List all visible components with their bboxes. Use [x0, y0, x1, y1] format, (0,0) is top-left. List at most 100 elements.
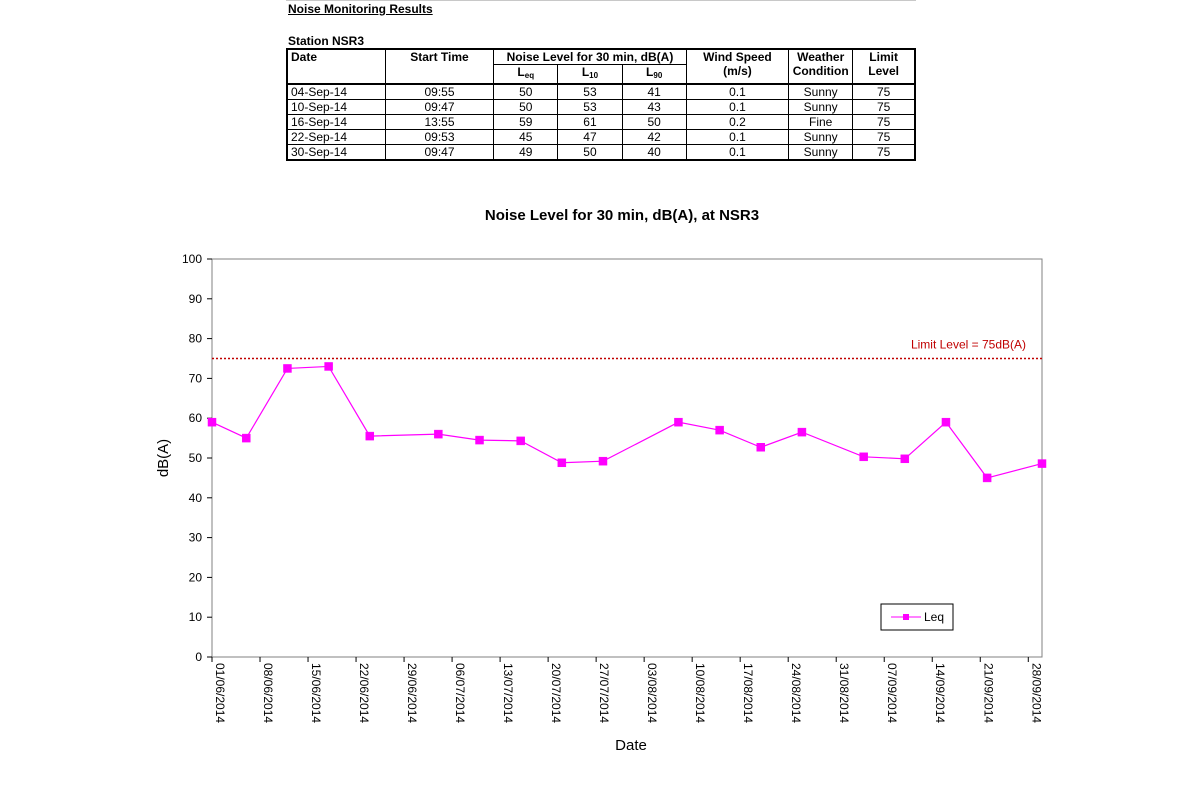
cell-weather: Sunny [788, 129, 854, 145]
results-table: Date Start Time Noise Level for 30 min, … [286, 48, 916, 161]
x-tick-label: 22/06/2014 [357, 663, 371, 723]
legend-marker [903, 614, 909, 620]
y-tick-label: 70 [189, 371, 203, 385]
x-tick-label: 13/07/2014 [501, 663, 515, 723]
header-leq-main: L [517, 65, 525, 79]
cell-leq: 49 [493, 144, 559, 161]
data-point [324, 362, 333, 371]
cell-weather: Sunny [788, 99, 854, 115]
table-row: 04-Sep-14 09:55 50 53 41 0.1 Sunny 75 [286, 83, 916, 100]
legend: Leq [880, 603, 954, 631]
cell-limit: 75 [852, 114, 916, 130]
x-tick-label: 17/08/2014 [741, 663, 755, 723]
header-limit: Limit Level [852, 48, 916, 85]
cell-weather: Sunny [788, 144, 854, 161]
x-tick-label: 27/07/2014 [597, 663, 611, 723]
x-tick-label: 14/09/2014 [933, 663, 947, 723]
data-point [1037, 459, 1047, 468]
plot-area [211, 258, 1043, 658]
y-tick-label: 60 [189, 411, 203, 425]
data-point [941, 417, 951, 427]
header-wind-speed: Wind Speed (m/s) [685, 48, 790, 85]
y-tick-label: 20 [189, 570, 203, 584]
header-wind-speed-label: Wind Speed [703, 50, 772, 64]
x-tick-label: 29/06/2014 [405, 663, 419, 723]
x-tick-label: 07/09/2014 [885, 663, 899, 723]
data-point [242, 433, 251, 443]
data-point [598, 456, 608, 466]
cell-wind: 0.1 [685, 83, 790, 100]
header-l90-main: L [646, 65, 654, 79]
cell-l90: 50 [621, 114, 687, 130]
header-l10-sub: 10 [589, 71, 599, 80]
x-tick-label: 06/07/2014 [453, 663, 467, 723]
legend-label: Leq [924, 610, 944, 624]
cell-limit: 75 [852, 83, 916, 100]
table-row: 22-Sep-14 09:53 45 47 42 0.1 Sunny 75 [286, 129, 916, 145]
cell-date: 10-Sep-14 [286, 99, 386, 115]
data-point [982, 473, 992, 483]
cell-l90: 42 [621, 129, 687, 145]
data-point [475, 435, 484, 445]
data-point [207, 417, 217, 427]
data-point [434, 429, 443, 439]
header-leq-sub: eq [524, 71, 535, 80]
data-point [715, 425, 724, 435]
table-row: 30-Sep-14 09:47 49 50 40 0.1 Sunny 75 [286, 144, 916, 161]
top-rule [286, 0, 916, 1]
table-row: 10-Sep-14 09:47 50 53 43 0.1 Sunny 75 [286, 99, 916, 115]
data-point [900, 454, 910, 464]
data-point [756, 443, 766, 452]
cell-l90: 40 [621, 144, 687, 161]
x-axis: 01/06/2014 08/06/2014 15/06/2014 22/06/2014… [211, 657, 1043, 723]
x-tick-label: 21/09/2014 [981, 663, 995, 723]
header-weather-label: Weather [797, 50, 845, 64]
cell-wind: 0.1 [685, 144, 790, 161]
data-point [283, 364, 292, 373]
data-point [859, 452, 868, 462]
x-axis-label: Date [615, 737, 647, 754]
header-l90: L90 [621, 64, 687, 85]
header-limit-label: Limit [869, 50, 898, 64]
header-l90-sub: 90 [653, 71, 663, 80]
data-point [365, 431, 375, 441]
station-label: Station NSR3 [288, 34, 365, 48]
cell-l10: 61 [557, 114, 623, 130]
header-wind-unit: (m/s) [723, 64, 752, 78]
x-tick-label: 28/09/2014 [1029, 663, 1043, 723]
header-date: Date [286, 48, 386, 85]
cell-l10: 47 [557, 129, 623, 145]
cell-wind: 0.1 [685, 129, 790, 145]
x-tick-label: 20/07/2014 [549, 663, 563, 723]
cell-date: 22-Sep-14 [286, 129, 386, 145]
x-tick-label: 01/06/2014 [213, 663, 227, 723]
x-tick-label: 08/06/2014 [261, 663, 275, 723]
header-leq: Leq [493, 64, 559, 85]
header-limit-label-2: Level [868, 64, 899, 78]
y-axis: 0 10 20 30 40 50 60 70 80 90 100 [182, 252, 212, 664]
header-l10-main: L [581, 65, 590, 79]
y-tick-label: 30 [189, 531, 203, 545]
limit-label: Limit Level = 75dB(A) [911, 338, 1026, 352]
x-tick-label: 15/06/2014 [309, 663, 323, 723]
y-tick-label: 10 [189, 610, 203, 624]
y-tick-label: 90 [189, 292, 203, 306]
y-tick-label: 50 [189, 451, 203, 465]
chart-title: Noise Level for 30 min, dB(A), at NSR3 [485, 207, 759, 224]
cell-start-time: 09:53 [384, 129, 495, 145]
cell-weather: Fine [788, 114, 854, 130]
x-tick-label: 31/08/2014 [837, 663, 851, 723]
cell-limit: 75 [852, 144, 916, 161]
x-tick-label: 24/08/2014 [789, 663, 803, 723]
y-tick-label: 80 [189, 332, 203, 346]
header-start-time: Start Time [384, 48, 495, 85]
cell-l90: 41 [621, 83, 687, 100]
y-tick-label: 100 [182, 252, 202, 266]
cell-start-time: 09:47 [384, 144, 495, 161]
x-tick-label: 10/08/2014 [693, 663, 707, 723]
cell-limit: 75 [852, 129, 916, 145]
cell-date: 30-Sep-14 [286, 144, 386, 161]
series-leq [207, 362, 1047, 483]
x-tick-label: 03/08/2014 [645, 663, 659, 723]
